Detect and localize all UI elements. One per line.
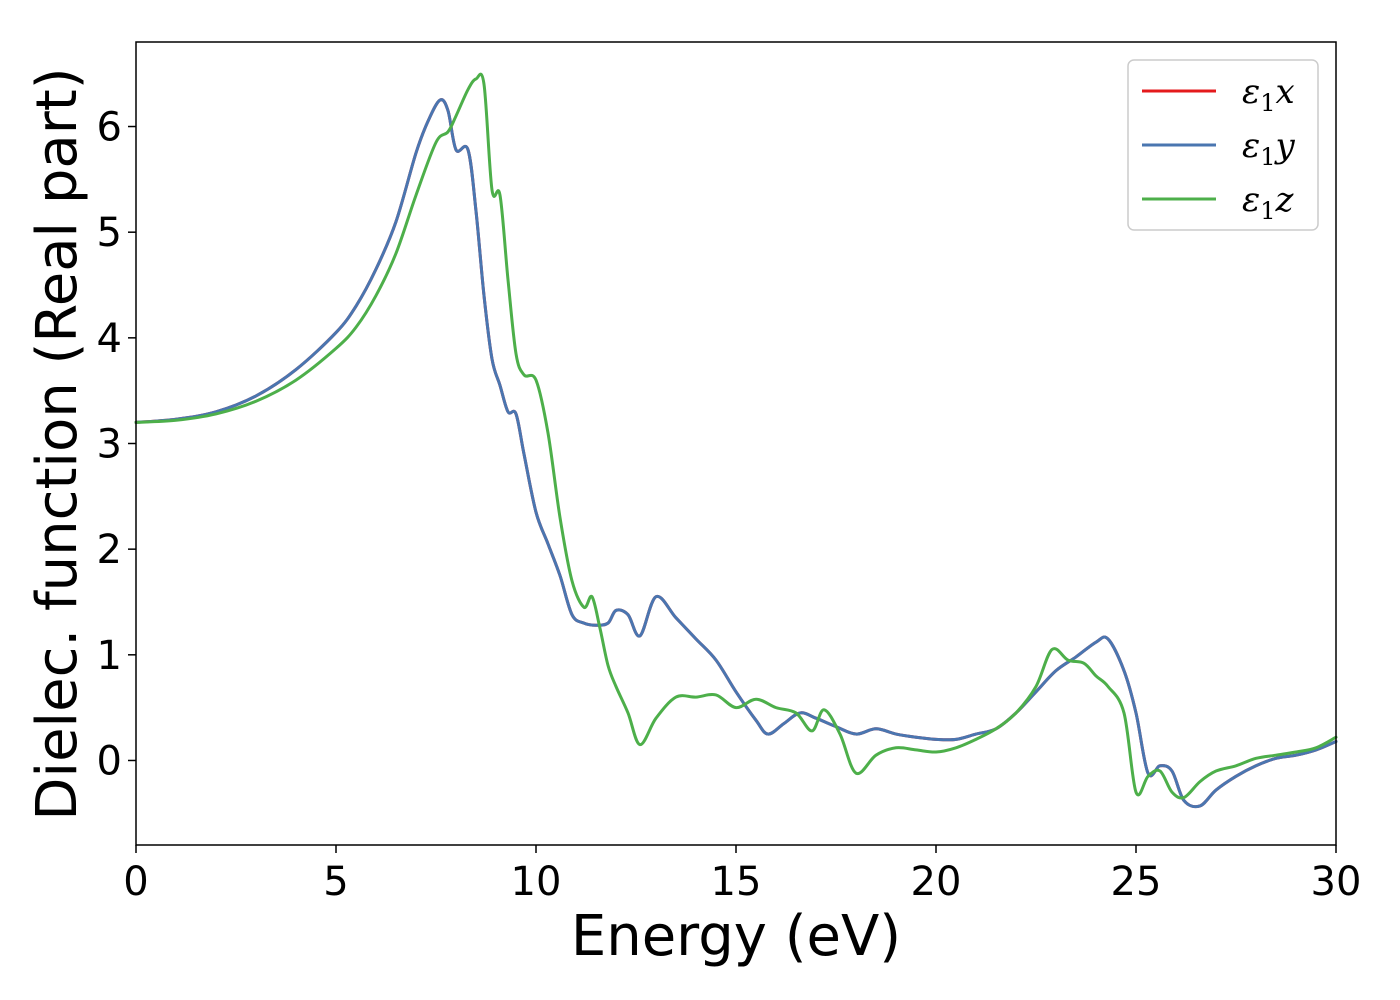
y-tick-label: 6 [97, 105, 122, 151]
y-axis-title: Dielec. function (Real part) [25, 67, 90, 820]
legend-subscript: 1 [1260, 143, 1275, 171]
x-tick-label: 0 [123, 859, 148, 905]
series-line-z [134, 72, 1338, 800]
x-tick-label: 5 [323, 859, 348, 905]
legend-label-x: ε1x [1242, 72, 1295, 117]
y-tick-label: 0 [97, 738, 122, 784]
x-tick-label: 20 [911, 859, 962, 905]
legend-box [1127, 59, 1319, 231]
x-tick-label: 15 [711, 859, 762, 905]
y-tick-label: 2 [97, 527, 122, 573]
x-tick-label: 25 [1111, 859, 1162, 905]
legend-subscript: 1 [1260, 197, 1275, 225]
y-axis-ticks: 0 1 2 3 4 5 6 [97, 105, 136, 784]
legend-component: y [1274, 126, 1296, 166]
legend-symbol: ε [1242, 72, 1260, 112]
y-tick-label: 4 [97, 316, 122, 362]
x-tick-label: 30 [1311, 859, 1362, 905]
legend-component: x [1276, 72, 1295, 112]
series-line-y [134, 98, 1338, 809]
y-tick-label: 3 [97, 422, 122, 468]
legend-symbol: ε [1242, 126, 1260, 166]
y-tick-label: 5 [97, 210, 122, 256]
x-tick-label: 10 [511, 859, 562, 905]
legend-subscript: 1 [1260, 89, 1275, 117]
legend-component: z [1275, 180, 1295, 220]
legend-symbol: ε [1242, 180, 1260, 220]
x-axis-ticks: 0 5 10 15 20 25 30 [123, 845, 1361, 905]
y-tick-label: 1 [97, 633, 122, 679]
legend-label-y: ε1y [1242, 126, 1296, 171]
x-axis-title: Energy (eV) [571, 904, 901, 969]
legend-label-z: ε1z [1242, 180, 1295, 225]
series-layer [134, 72, 1338, 809]
